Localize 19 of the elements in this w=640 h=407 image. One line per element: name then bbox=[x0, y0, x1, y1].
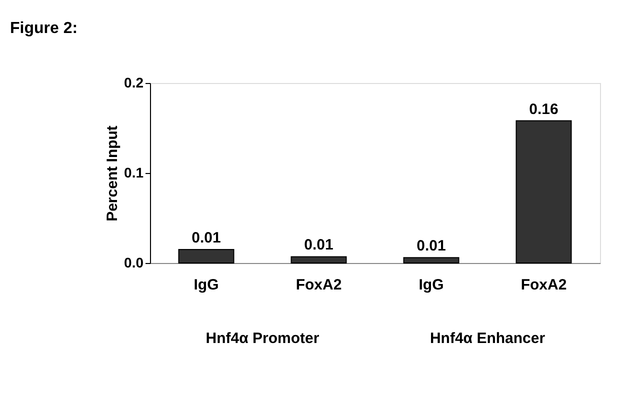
bar bbox=[290, 256, 347, 264]
data-label: 0.01 bbox=[192, 230, 221, 246]
y-tick-label: 0.1 bbox=[124, 164, 144, 180]
y-tick-label: 0.0 bbox=[124, 254, 144, 270]
x-tick-label: IgG bbox=[418, 276, 444, 294]
data-label: 0.16 bbox=[529, 100, 558, 118]
chart-title: Figure 2: bbox=[10, 20, 78, 37]
y-axis-title: Percent Input bbox=[104, 126, 122, 222]
data-label: 0.01 bbox=[416, 238, 446, 255]
bar bbox=[178, 249, 234, 264]
text: Hnf4α Promoter bbox=[206, 330, 320, 347]
data-label: 0.01 bbox=[304, 236, 334, 254]
bar bbox=[403, 257, 460, 264]
x-tick-label: FoxA2 bbox=[296, 276, 342, 294]
y-tick-label: 0.2 bbox=[124, 74, 144, 90]
x-tick-label: FoxA2 bbox=[520, 276, 567, 294]
x-tick-label: IgG bbox=[194, 276, 219, 294]
bar bbox=[516, 120, 572, 264]
text: Hnf4α Enhancer bbox=[430, 330, 546, 347]
